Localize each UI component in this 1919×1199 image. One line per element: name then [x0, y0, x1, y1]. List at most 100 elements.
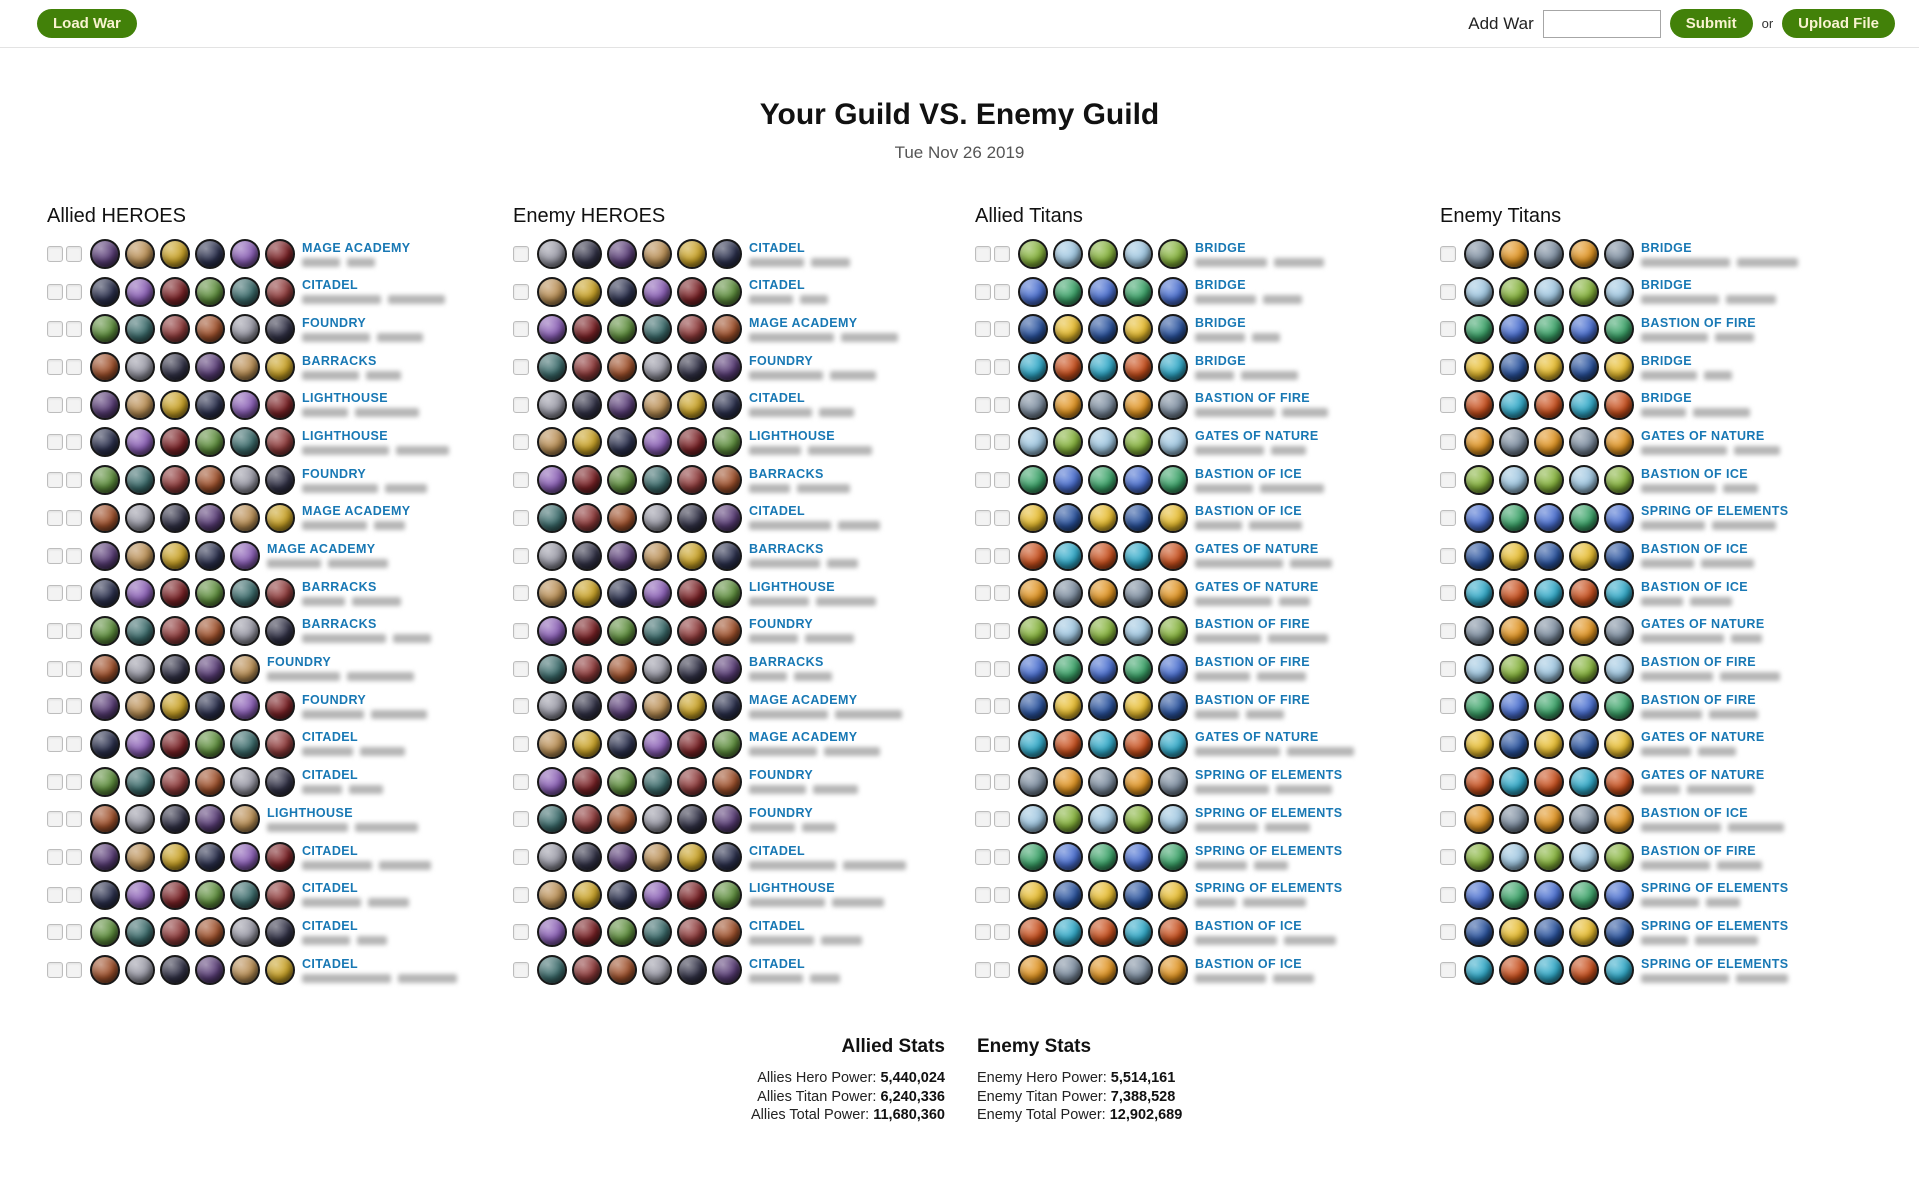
- row-checkbox[interactable]: [994, 924, 1010, 941]
- row-checkbox[interactable]: [975, 773, 991, 790]
- row-checkbox[interactable]: [513, 811, 529, 828]
- row-checkbox[interactable]: [1440, 811, 1456, 828]
- row-checkbox[interactable]: [513, 321, 529, 338]
- row-checkbox[interactable]: [513, 246, 529, 262]
- row-checkbox[interactable]: [1440, 660, 1456, 677]
- row-checkbox[interactable]: [513, 434, 529, 451]
- row-checkbox[interactable]: [1440, 321, 1456, 338]
- row-checkbox[interactable]: [513, 547, 529, 564]
- row-checkbox[interactable]: [1440, 434, 1456, 451]
- row-checkbox[interactable]: [66, 547, 82, 564]
- row-checkbox[interactable]: [66, 660, 82, 677]
- row-checkbox[interactable]: [47, 622, 63, 639]
- row-checkbox[interactable]: [975, 283, 991, 300]
- row-checkbox[interactable]: [47, 434, 63, 451]
- row-checkbox[interactable]: [1440, 283, 1456, 300]
- row-checkbox[interactable]: [513, 622, 529, 639]
- row-checkbox[interactable]: [66, 698, 82, 715]
- row-checkbox[interactable]: [994, 547, 1010, 564]
- row-checkbox[interactable]: [975, 509, 991, 526]
- row-checkbox[interactable]: [513, 849, 529, 865]
- row-checkbox[interactable]: [513, 509, 529, 526]
- row-checkbox[interactable]: [47, 660, 63, 677]
- row-checkbox[interactable]: [975, 735, 991, 752]
- row-checkbox[interactable]: [47, 773, 63, 790]
- row-checkbox[interactable]: [1440, 735, 1456, 752]
- row-checkbox[interactable]: [975, 434, 991, 451]
- row-checkbox[interactable]: [47, 321, 63, 338]
- row-checkbox[interactable]: [975, 962, 991, 979]
- row-checkbox[interactable]: [66, 472, 82, 489]
- submit-button[interactable]: Submit: [1669, 9, 1753, 38]
- row-checkbox[interactable]: [994, 622, 1010, 639]
- row-checkbox[interactable]: [1440, 622, 1456, 639]
- row-checkbox[interactable]: [47, 886, 63, 903]
- row-checkbox[interactable]: [66, 321, 82, 338]
- row-checkbox[interactable]: [513, 472, 529, 489]
- row-checkbox[interactable]: [994, 321, 1010, 338]
- row-checkbox[interactable]: [513, 396, 529, 413]
- row-checkbox[interactable]: [994, 811, 1010, 828]
- row-checkbox[interactable]: [513, 735, 529, 752]
- row-checkbox[interactable]: [66, 849, 82, 865]
- row-checkbox[interactable]: [975, 472, 991, 489]
- row-checkbox[interactable]: [47, 547, 63, 564]
- upload-file-button[interactable]: Upload File: [1782, 9, 1895, 38]
- row-checkbox[interactable]: [66, 396, 82, 413]
- row-checkbox[interactable]: [1440, 773, 1456, 790]
- row-checkbox[interactable]: [1440, 509, 1456, 526]
- row-checkbox[interactable]: [1440, 359, 1456, 376]
- row-checkbox[interactable]: [513, 924, 529, 941]
- row-checkbox[interactable]: [994, 660, 1010, 677]
- row-checkbox[interactable]: [1440, 849, 1456, 865]
- row-checkbox[interactable]: [994, 246, 1010, 262]
- row-checkbox[interactable]: [1440, 886, 1456, 903]
- row-checkbox[interactable]: [975, 924, 991, 941]
- row-checkbox[interactable]: [994, 434, 1010, 451]
- row-checkbox[interactable]: [994, 886, 1010, 903]
- row-checkbox[interactable]: [513, 585, 529, 602]
- row-checkbox[interactable]: [513, 962, 529, 979]
- row-checkbox[interactable]: [1440, 698, 1456, 715]
- row-checkbox[interactable]: [975, 849, 991, 865]
- row-checkbox[interactable]: [513, 886, 529, 903]
- row-checkbox[interactable]: [47, 811, 63, 828]
- row-checkbox[interactable]: [66, 924, 82, 941]
- row-checkbox[interactable]: [66, 735, 82, 752]
- row-checkbox[interactable]: [66, 962, 82, 979]
- load-war-button[interactable]: Load War: [37, 9, 137, 38]
- row-checkbox[interactable]: [994, 396, 1010, 413]
- row-checkbox[interactable]: [975, 698, 991, 715]
- row-checkbox[interactable]: [1440, 472, 1456, 489]
- row-checkbox[interactable]: [47, 359, 63, 376]
- row-checkbox[interactable]: [47, 472, 63, 489]
- row-checkbox[interactable]: [513, 773, 529, 790]
- row-checkbox[interactable]: [994, 698, 1010, 715]
- row-checkbox[interactable]: [47, 735, 63, 752]
- row-checkbox[interactable]: [47, 849, 63, 865]
- row-checkbox[interactable]: [47, 509, 63, 526]
- row-checkbox[interactable]: [47, 585, 63, 602]
- row-checkbox[interactable]: [66, 246, 82, 262]
- row-checkbox[interactable]: [47, 246, 63, 262]
- row-checkbox[interactable]: [66, 585, 82, 602]
- row-checkbox[interactable]: [975, 396, 991, 413]
- row-checkbox[interactable]: [66, 359, 82, 376]
- row-checkbox[interactable]: [1440, 396, 1456, 413]
- row-checkbox[interactable]: [66, 773, 82, 790]
- row-checkbox[interactable]: [513, 698, 529, 715]
- row-checkbox[interactable]: [1440, 547, 1456, 564]
- row-checkbox[interactable]: [1440, 585, 1456, 602]
- row-checkbox[interactable]: [47, 396, 63, 413]
- row-checkbox[interactable]: [513, 660, 529, 677]
- row-checkbox[interactable]: [975, 622, 991, 639]
- row-checkbox[interactable]: [994, 509, 1010, 526]
- row-checkbox[interactable]: [47, 924, 63, 941]
- row-checkbox[interactable]: [513, 283, 529, 300]
- row-checkbox[interactable]: [994, 773, 1010, 790]
- row-checkbox[interactable]: [994, 735, 1010, 752]
- row-checkbox[interactable]: [994, 962, 1010, 979]
- row-checkbox[interactable]: [994, 472, 1010, 489]
- row-checkbox[interactable]: [975, 585, 991, 602]
- row-checkbox[interactable]: [975, 660, 991, 677]
